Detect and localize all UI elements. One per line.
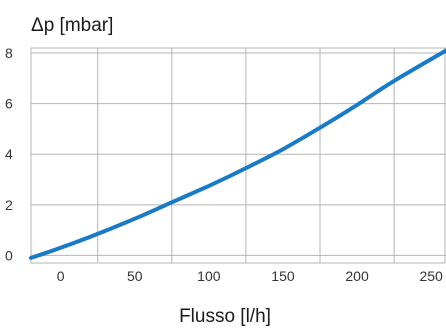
tick-labels: 0 2 4 6 8 0 50 100 150 200 250 [5,45,443,284]
y-tick-label: 8 [5,45,13,61]
x-tick-label: 100 [197,268,221,284]
series-line [29,48,446,260]
grid [30,47,446,264]
x-tick-label: 0 [57,268,65,284]
x-tick-label: 50 [127,268,143,284]
x-tick-label: 250 [419,268,443,284]
x-tick-label: 150 [271,268,295,284]
plot-frame [30,47,446,264]
y-tick-label: 6 [5,96,13,112]
y-tick-label: 4 [5,146,13,162]
y-tick-label: 0 [5,247,13,263]
y-tick-label: 2 [5,197,13,213]
series-layer [29,48,446,260]
y-axis-title: Δp [mbar] [31,15,113,36]
x-tick-label: 200 [345,268,369,284]
x-axis-title: Flusso [l/h] [179,306,271,327]
